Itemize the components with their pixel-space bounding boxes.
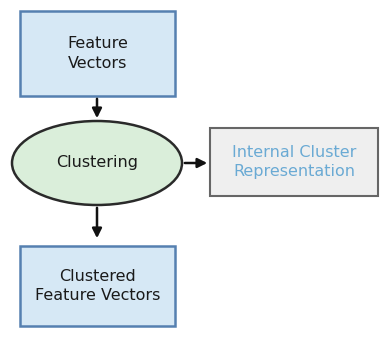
Text: Clustering: Clustering (56, 155, 138, 170)
FancyBboxPatch shape (20, 246, 175, 326)
Text: Clustered
Feature Vectors: Clustered Feature Vectors (35, 269, 160, 303)
FancyBboxPatch shape (20, 11, 175, 96)
Ellipse shape (12, 121, 182, 205)
FancyBboxPatch shape (210, 128, 378, 196)
Text: Internal Cluster
Representation: Internal Cluster Representation (232, 145, 356, 179)
Text: Feature
Vectors: Feature Vectors (67, 36, 128, 71)
